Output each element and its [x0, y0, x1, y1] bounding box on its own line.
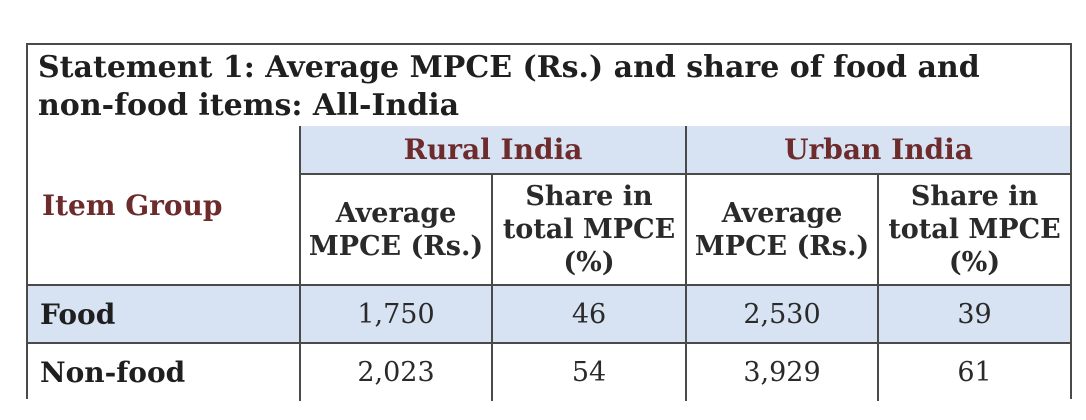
urban-avg-mpce-value: 3,929	[685, 342, 879, 401]
rural-share-header: Share in total MPCE (%)	[491, 173, 687, 286]
sub-header-row: Average MPCE (Rs.) Share in total MPCE (…	[28, 173, 1070, 286]
rural-share-value: 46	[491, 284, 687, 344]
urban-share-value: 61	[877, 342, 1070, 401]
urban-india-header: Urban India	[685, 126, 1070, 175]
table-row-non-food: Non-food 2,023 54 3,929 61	[28, 342, 1070, 401]
urban-avg-mpce-value: 2,530	[685, 284, 879, 344]
row-label: Non-food	[28, 342, 301, 401]
urban-share-value: 39	[877, 284, 1070, 344]
rural-avg-mpce-header: Average MPCE (Rs.)	[300, 173, 493, 286]
urban-share-header: Share in total MPCE (%)	[877, 173, 1070, 286]
item-group-header: Item Group	[28, 126, 301, 286]
rural-avg-mpce-value: 1,750	[299, 284, 493, 344]
rural-share-value: 54	[491, 342, 687, 401]
urban-avg-mpce-header: Average MPCE (Rs.)	[685, 173, 879, 286]
mpce-table: Item Group Rural India Urban India Avera…	[28, 126, 1070, 401]
statement-frame: Statement 1: Average MPCE (Rs.) and shar…	[26, 43, 1072, 401]
statement-title: Statement 1: Average MPCE (Rs.) and shar…	[38, 50, 980, 123]
group-header-row: Item Group Rural India Urban India	[28, 126, 1070, 286]
row-label: Food	[28, 284, 301, 344]
table-row-food: Food 1,750 46 2,530 39	[28, 284, 1070, 344]
rural-avg-mpce-value: 2,023	[299, 342, 493, 401]
rural-india-header: Rural India	[299, 126, 687, 175]
